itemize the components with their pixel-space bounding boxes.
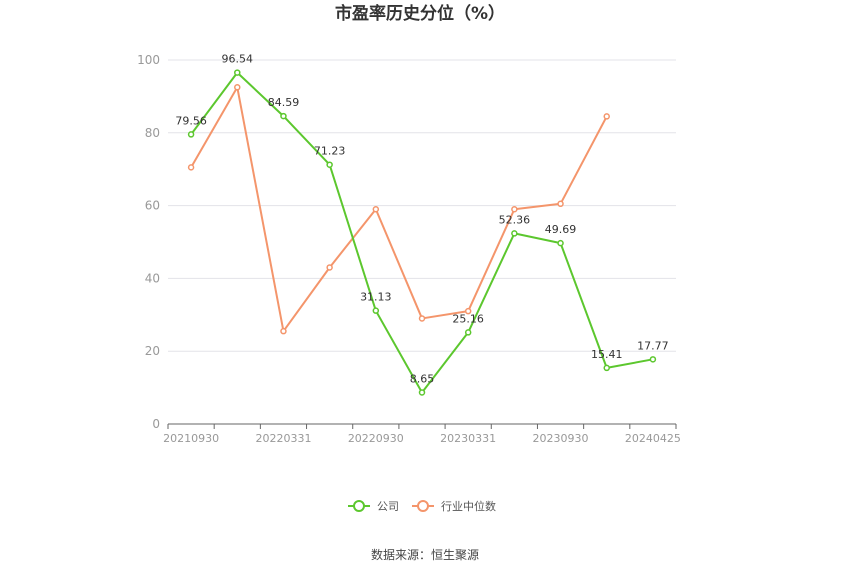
- data-labels: 79.56 96.54 84.59 71.23 31.13 8.65 25.16 52.36 4…: [175, 53, 668, 386]
- data-label: 71.23: [314, 145, 346, 158]
- data-point-industry: [511, 205, 518, 213]
- data-point-industry: [372, 205, 380, 213]
- series-layer: [187, 69, 657, 396]
- data-point-company: [187, 131, 195, 138]
- x-tick-label: 20220930: [348, 432, 404, 445]
- data-point-company: [511, 230, 518, 237]
- data-point-company: [418, 389, 426, 396]
- data-label: 17.77: [637, 339, 669, 352]
- legend-marker: [353, 500, 365, 512]
- data-point-company: [372, 307, 380, 314]
- data-point-industry: [187, 164, 195, 171]
- data-point-industry: [418, 315, 426, 322]
- legend[interactable]: 公司 行业中位数: [348, 499, 496, 513]
- x-tick-label: 20230331: [440, 432, 496, 445]
- data-label: 79.56: [175, 114, 207, 127]
- y-tick-label: 100: [137, 53, 160, 67]
- data-point-industry: [280, 327, 287, 335]
- chart-title: 市盈率历史分位（%）: [335, 3, 505, 24]
- legend-label: 行业中位数: [441, 499, 496, 513]
- data-point-company: [649, 356, 657, 363]
- data-label: 52.36: [499, 213, 531, 226]
- data-point-company: [557, 239, 564, 247]
- data-label: 25.16: [452, 312, 484, 325]
- data-label: 96.54: [222, 53, 254, 66]
- x-tick-label: 20230930: [533, 432, 589, 445]
- series-line-company: [190, 71, 654, 394]
- series-line-industry: [190, 86, 608, 333]
- legend-label: 公司: [377, 500, 399, 513]
- data-point-company: [234, 69, 241, 76]
- data-point-industry: [326, 264, 333, 271]
- data-point-industry: [557, 200, 564, 208]
- data-point-company: [464, 329, 472, 336]
- data-point-industry: [464, 307, 472, 315]
- data-label: 31.13: [360, 291, 392, 304]
- data-label: 49.69: [545, 223, 577, 236]
- y-tick-label: 20: [145, 344, 160, 358]
- data-label: 8.65: [410, 373, 435, 386]
- y-tick-label: 40: [145, 271, 160, 285]
- x-axis: 20210930 20220331 20220930 20230331 20230930…: [163, 423, 681, 445]
- grid: [168, 59, 676, 352]
- x-tick-label: 20210930: [163, 432, 219, 445]
- y-axis: 0 20 40 60 80 100: [137, 53, 160, 431]
- legend-item-industry[interactable]: 行业中位数: [412, 499, 496, 513]
- legend-item-company[interactable]: 公司: [348, 500, 399, 513]
- data-point-industry: [603, 113, 610, 120]
- data-label: 15.41: [591, 348, 623, 361]
- data-label: 84.59: [268, 96, 300, 109]
- x-tick-label: 20240425: [625, 432, 681, 445]
- y-tick-label: 60: [145, 199, 160, 213]
- y-tick-label: 0: [152, 417, 160, 431]
- data-source: 数据来源：恒生聚源: [371, 547, 479, 562]
- x-tick-label: 20220331: [255, 432, 311, 445]
- data-point-company: [603, 364, 610, 372]
- y-tick-label: 80: [145, 126, 160, 140]
- data-point-company: [326, 161, 333, 168]
- data-point-industry: [234, 84, 241, 91]
- legend-marker: [417, 500, 429, 512]
- data-point-company: [280, 112, 287, 120]
